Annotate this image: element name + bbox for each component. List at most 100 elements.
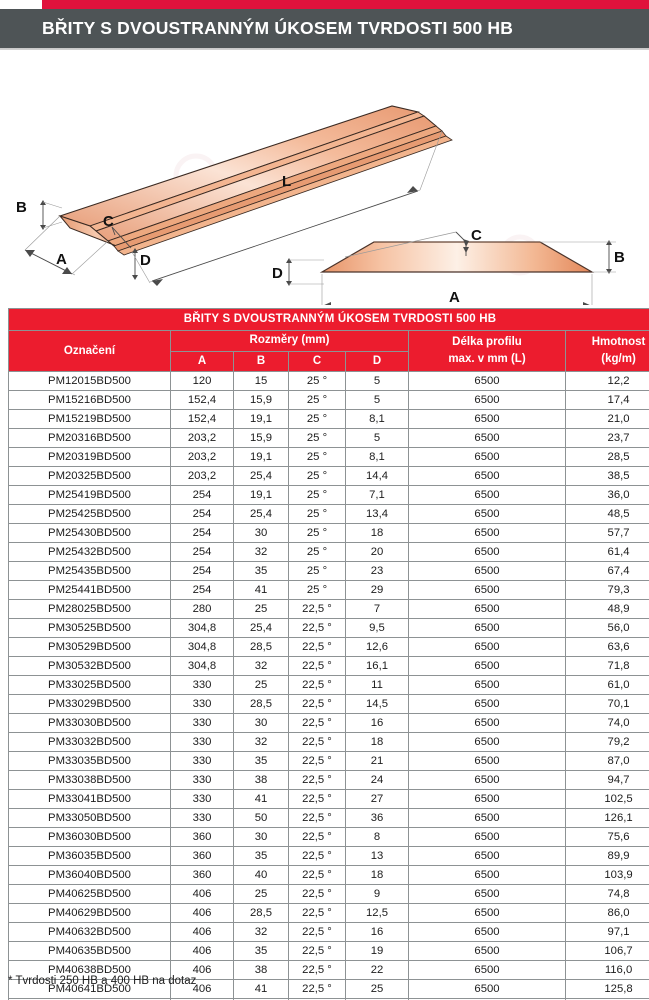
cell-a: 330	[170, 732, 234, 753]
cell-length: 6500	[408, 770, 566, 791]
table-row[interactable]: PM40645BD5004064522,5 °296500138,6	[8, 998, 649, 1000]
table-row[interactable]: PM33030BD500 330 30 22,5 ° 16 6500 74,0	[8, 713, 649, 734]
table-row[interactable]: PM33025BD500 330 25 22,5 ° 11 6500 61,0	[8, 675, 649, 696]
table-row[interactable]: PM40629BD500 406 28,5 22,5 ° 12,5 6500 86,0	[8, 903, 649, 924]
cell-weight: 28,5	[564, 447, 649, 468]
table-row[interactable]: PM25419BD500 254 19,1 25 ° 7,1 6500 36,0	[8, 485, 649, 506]
cell-b: 25,4	[233, 504, 289, 525]
cell-d: 21	[345, 751, 409, 772]
cell-c: 22,5 °	[288, 656, 346, 677]
table-row[interactable]: PM30525BD500 304,8 25,4 22,5 ° 9,5 6500 56,0	[8, 618, 649, 639]
cell-d: 16,1	[345, 656, 409, 677]
cell-length: 6500	[408, 561, 566, 582]
cell-d: 29	[345, 580, 409, 601]
table-row[interactable]: PM36030BD500 360 30 22,5 ° 8 6500 75,6	[8, 827, 649, 848]
cell-weight: 67,4	[564, 561, 649, 582]
cell-d: 36	[345, 808, 409, 829]
table-row[interactable]: PM36040BD500 360 40 22,5 ° 18 6500 103,9	[8, 865, 649, 886]
cell-length: 6500	[408, 599, 566, 620]
cell-d: 9,5	[345, 618, 409, 639]
isometric-view: C B A D	[16, 105, 453, 286]
cell-c: 22,5 °	[288, 713, 346, 734]
table-row[interactable]: PM33029BD500 330 28,5 22,5 ° 14,5 6500 70,1	[8, 694, 649, 715]
table-row[interactable]: PM25435BD500 254 35 25 ° 23 6500 67,4	[8, 561, 649, 582]
cell-b: 28,5	[233, 694, 289, 715]
table-row[interactable]: PM33050BD500 330 50 22,5 ° 36 6500 126,1	[8, 808, 649, 829]
table-row[interactable]: PM40635BD500 406 35 22,5 ° 19 6500 106,7	[8, 941, 649, 962]
cell-d: 7,1	[345, 485, 409, 506]
cell-c: 22,5 °	[288, 599, 346, 620]
cell-designation: PM25419BD500	[8, 485, 171, 506]
cell-b: 35	[233, 846, 289, 867]
table-row[interactable]: PM20319BD500 203,2 19,1 25 ° 8,1 6500 28,5	[8, 447, 649, 468]
cell-b: 19,1	[233, 485, 289, 506]
table-row[interactable]: PM15219BD500 152,4 19,1 25 ° 8,1 6500 21,0	[8, 409, 649, 430]
cell-c: 22,5 °	[288, 789, 346, 810]
table-row[interactable]: PM40625BD500 406 25 22,5 ° 9 6500 74,8	[8, 884, 649, 905]
cell-designation: PM20319BD500	[8, 447, 171, 468]
table-row[interactable]: PM33038BD500 330 38 22,5 ° 24 6500 94,7	[8, 770, 649, 791]
table-row[interactable]: PM30529BD500 304,8 28,5 22,5 ° 12,6 6500 63,6	[8, 637, 649, 658]
cell-a: 280	[170, 599, 234, 620]
cell-d: 13	[345, 846, 409, 867]
section-label-b: B	[614, 249, 625, 266]
table-body: PM12015BD500 120 15 25 ° 5 6500 12,2 PM15216BD5…	[8, 371, 649, 1000]
cell-length: 6500	[408, 675, 566, 696]
table-row[interactable]: PM25430BD500 254 30 25 ° 18 6500 57,7	[8, 523, 649, 544]
cell-a: 330	[170, 675, 234, 696]
cell-b: 25,4	[233, 618, 289, 639]
cell-length: 6500	[408, 618, 566, 639]
table-row[interactable]: PM33032BD500 330 32 22,5 ° 18 6500 79,2	[8, 732, 649, 753]
cell-b: 28,5	[233, 637, 289, 658]
table-row[interactable]: PM33041BD500 330 41 22,5 ° 27 6500 102,5	[8, 789, 649, 810]
cell-length: 6500	[408, 865, 566, 886]
cell-d: 25	[345, 979, 409, 1000]
cell-b: 25	[233, 675, 289, 696]
cell-d: 14,5	[345, 694, 409, 715]
cell-d: 22	[345, 960, 409, 981]
table-row[interactable]: PM36035BD500 360 35 22,5 ° 13 6500 89,9	[8, 846, 649, 867]
cell-length: 6500	[408, 808, 566, 829]
cell-weight: 89,9	[564, 846, 649, 867]
table-row[interactable]: PM28025BD500 280 25 22,5 ° 7 6500 48,9	[8, 599, 649, 620]
cell-designation: PM33029BD500	[8, 694, 171, 715]
table-row[interactable]: PM25441BD500 254 41 25 ° 29 6500 79,3	[8, 580, 649, 601]
cell-weight: 48,5	[564, 504, 649, 525]
cell-length: 6500	[408, 884, 566, 905]
cell-designation: PM33035BD500	[8, 751, 171, 772]
cell-c: 22,5 °	[288, 922, 346, 943]
cell-designation: PM33032BD500	[8, 732, 171, 753]
cell-designation: PM15219BD500	[8, 409, 171, 430]
cell-weight: 56,0	[564, 618, 649, 639]
cell-b: 28,5	[233, 903, 289, 924]
drawing-svg: C B A D	[16, 105, 625, 305]
table-row[interactable]: PM20325BD500 203,2 25,4 25 ° 14,4 6500 38,5	[8, 466, 649, 487]
cell-b: 50	[233, 808, 289, 829]
cell-designation: PM25435BD500	[8, 561, 171, 582]
table-row[interactable]: PM30532BD500 304,8 32 22,5 ° 16,1 6500 71,8	[8, 656, 649, 677]
cell-a: 254	[170, 523, 234, 544]
page-title: BŘITY S DVOUSTRANNÝM ÚKOSEM TVRDOSTI 500…	[42, 18, 514, 38]
table-row[interactable]: PM12015BD500 120 15 25 ° 5 6500 12,2	[8, 371, 649, 392]
table-row[interactable]: PM33035BD500 330 35 22,5 ° 21 6500 87,0	[8, 751, 649, 772]
cell-weight: 57,7	[564, 523, 649, 544]
cell-c: 22,5 °	[288, 618, 346, 639]
table-row[interactable]: PM20316BD500 203,2 15,9 25 ° 5 6500 23,7	[8, 428, 649, 449]
cell-length: 6500	[408, 751, 566, 772]
cell-length: 6500	[408, 428, 566, 449]
table-row[interactable]: PM40641BD500 406 41 22,5 ° 25 6500 125,8	[8, 979, 649, 1000]
table-row[interactable]: PM25432BD500 254 32 25 ° 20 6500 61,4	[8, 542, 649, 563]
table-row[interactable]: PM25425BD500 254 25,4 25 ° 13,4 6500 48,5	[8, 504, 649, 525]
cell-d: 14,4	[345, 466, 409, 487]
cell-b: 35	[233, 751, 289, 772]
cell-c: 25 °	[288, 447, 346, 468]
cell-c: 22,5 °	[288, 941, 346, 962]
cell-weight: 94,7	[564, 770, 649, 791]
table-row[interactable]: PM40632BD500 406 32 22,5 ° 16 6500 97,1	[8, 922, 649, 943]
cell-c: 22,5 °	[288, 675, 346, 696]
cell-a: 254	[170, 504, 234, 525]
cell-weight: 17,4	[564, 390, 649, 411]
cell-designation: PM40629BD500	[8, 903, 171, 924]
table-row[interactable]: PM15216BD500 152,4 15,9 25 ° 5 6500 17,4	[8, 390, 649, 411]
cell-d: 12,6	[345, 637, 409, 658]
